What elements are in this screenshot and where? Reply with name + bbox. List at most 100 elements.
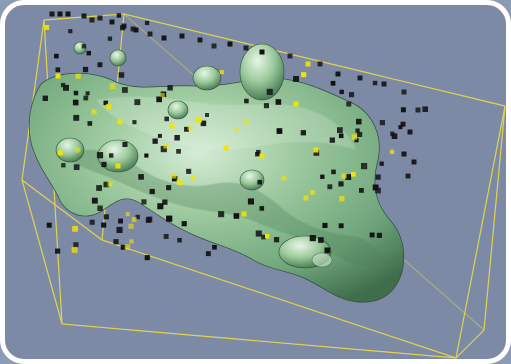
atom-point-yellow bbox=[351, 171, 356, 177]
atom-point-black bbox=[101, 161, 107, 168]
atom-point-black bbox=[96, 152, 104, 159]
atom-point-black bbox=[97, 62, 103, 68]
atom-points-yellow bbox=[44, 25, 395, 253]
atom-point-black bbox=[146, 216, 153, 223]
atom-point-black bbox=[156, 96, 162, 103]
atom-point-black bbox=[181, 221, 187, 227]
atom-point-black bbox=[101, 222, 107, 228]
atom-point-yellow bbox=[115, 163, 121, 169]
atom-point-black bbox=[87, 121, 93, 126]
atom-point-black bbox=[55, 248, 61, 254]
atom-point-yellow bbox=[57, 150, 63, 156]
atom-point-black bbox=[167, 85, 173, 91]
atom-point-black bbox=[218, 211, 225, 218]
atom-point-yellow bbox=[44, 25, 50, 30]
atom-point-black bbox=[107, 36, 113, 41]
atom-point-black bbox=[372, 184, 379, 191]
atom-point-black bbox=[89, 17, 95, 23]
atom-point-black bbox=[144, 20, 150, 26]
atom-point-black bbox=[171, 175, 178, 182]
atom-point-black bbox=[361, 163, 368, 170]
atom-point-yellow bbox=[171, 173, 177, 179]
atom-point-black bbox=[330, 80, 336, 86]
atom-point-black bbox=[376, 232, 382, 238]
atom-point-yellow bbox=[241, 211, 247, 217]
atom-point-yellow bbox=[301, 72, 307, 78]
atom-point-black bbox=[379, 120, 385, 126]
atom-point-black bbox=[227, 41, 233, 47]
atom-point-black bbox=[116, 226, 123, 233]
atom-point-black bbox=[82, 66, 89, 73]
atom-point-yellow bbox=[131, 217, 137, 222]
atom-point-black bbox=[318, 237, 324, 243]
atom-point-black bbox=[61, 163, 66, 168]
atom-point-black bbox=[162, 199, 168, 205]
atom-point-black bbox=[86, 50, 91, 56]
atom-point-yellow bbox=[107, 181, 113, 187]
atom-point-black bbox=[68, 29, 73, 34]
atom-point-yellow bbox=[190, 175, 196, 181]
atom-point-black bbox=[118, 218, 123, 224]
atom-point-black bbox=[331, 169, 336, 175]
atom-point-yellow bbox=[243, 119, 249, 125]
atom-point-yellow bbox=[187, 125, 193, 131]
atom-point-black bbox=[356, 118, 362, 125]
atom-point-black bbox=[375, 174, 381, 180]
atom-point-yellow bbox=[219, 70, 224, 75]
atom-point-black bbox=[81, 44, 87, 49]
atom-point-yellow bbox=[160, 92, 165, 97]
atom-point-black bbox=[359, 188, 364, 193]
atom-point-black bbox=[49, 11, 55, 17]
atom-point-black bbox=[103, 100, 108, 106]
atom-point-black bbox=[375, 187, 381, 194]
atom-point-black bbox=[275, 99, 282, 105]
atom-point-yellow bbox=[117, 119, 123, 125]
atom-point-black bbox=[346, 101, 352, 107]
atom-point-black bbox=[160, 146, 167, 153]
atom-point-black bbox=[144, 255, 150, 261]
atom-point-black bbox=[259, 49, 265, 55]
atom-point-black bbox=[132, 120, 137, 125]
atom-point-black bbox=[109, 153, 114, 158]
atom-point-yellow bbox=[339, 196, 345, 202]
atom-point-black bbox=[157, 133, 162, 138]
atom-point-black bbox=[147, 31, 153, 37]
atom-point-black bbox=[166, 185, 172, 191]
atom-point-black bbox=[338, 133, 344, 139]
atom-point-yellow bbox=[234, 127, 239, 132]
atom-point-yellow bbox=[313, 147, 319, 153]
atom-point-black bbox=[97, 15, 103, 21]
atom-point-black bbox=[116, 13, 122, 18]
atom-point-black bbox=[179, 33, 185, 39]
atom-point-yellow bbox=[305, 61, 311, 67]
atom-point-black bbox=[255, 152, 260, 157]
atom-point-black bbox=[72, 99, 79, 106]
atom-point-black bbox=[46, 222, 52, 228]
atom-point-yellow bbox=[389, 149, 395, 155]
atom-point-black bbox=[276, 128, 283, 134]
atom-point-black bbox=[273, 237, 280, 243]
atom-point-yellow bbox=[125, 212, 130, 217]
atom-point-black bbox=[176, 149, 181, 154]
atom-point-yellow bbox=[293, 101, 299, 107]
atom-point-black bbox=[130, 26, 136, 32]
atom-point-black bbox=[200, 120, 207, 127]
atom-point-black bbox=[379, 161, 384, 166]
atom-point-black bbox=[422, 106, 428, 112]
atom-point-black bbox=[73, 164, 80, 170]
atom-point-black bbox=[211, 43, 217, 49]
atom-point-black bbox=[135, 214, 140, 220]
atom-point-yellow bbox=[223, 145, 229, 151]
atom-point-black bbox=[205, 251, 211, 257]
atom-point-black bbox=[337, 127, 343, 133]
atom-point-black bbox=[320, 174, 325, 179]
atom-point-black bbox=[186, 168, 192, 174]
atom-point-yellow bbox=[109, 83, 116, 89]
atom-point-black bbox=[138, 174, 144, 180]
atom-point-black bbox=[381, 81, 387, 87]
atom-point-black bbox=[407, 129, 413, 135]
atom-point-black bbox=[259, 206, 265, 211]
